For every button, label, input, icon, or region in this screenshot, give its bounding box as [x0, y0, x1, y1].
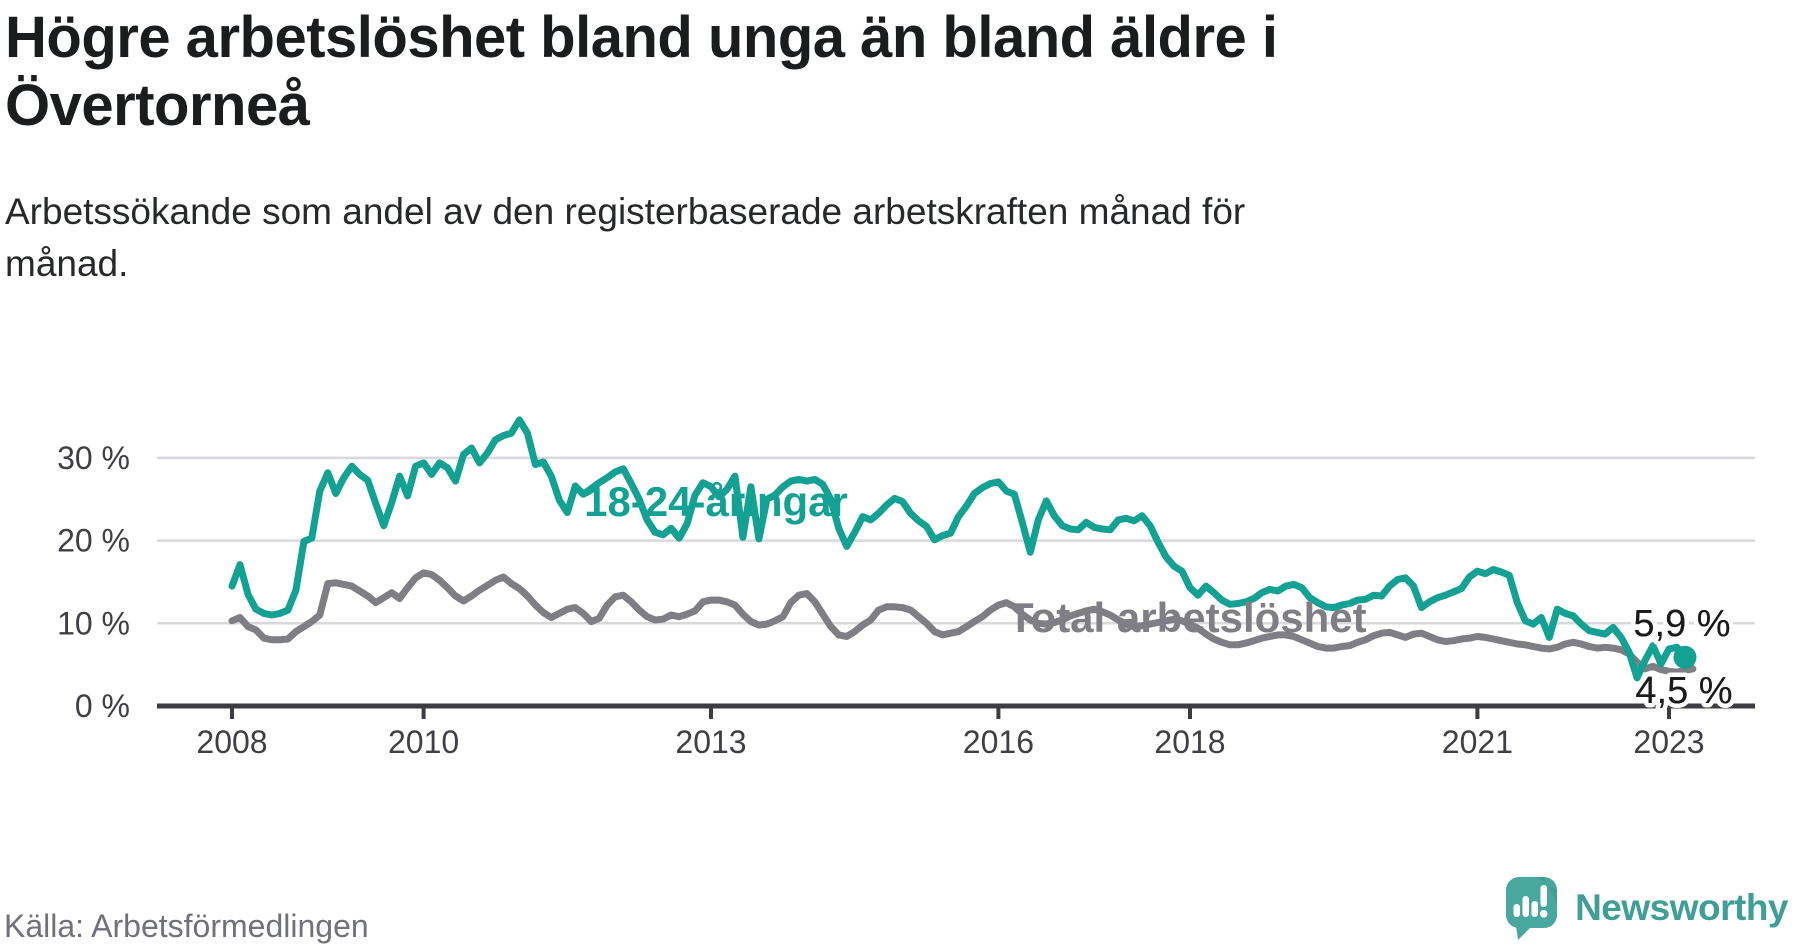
- subtitle-line-2: månad.: [5, 242, 129, 284]
- chart-subtitle: Arbetssökande som andel av den registerb…: [5, 186, 1525, 290]
- page-title: Högre arbetslöshet bland unga än bland ä…: [5, 4, 1565, 141]
- series-label-total: Total arbetslöshet: [1008, 594, 1367, 641]
- end-value-label-total: 4,5 %: [1635, 670, 1732, 712]
- series-line-youth: [228, 416, 1689, 682]
- x-axis-label-2018: 2018: [1154, 724, 1225, 760]
- x-axis-label-2010: 2010: [388, 724, 459, 760]
- end-value-label-youth: 5,9 %: [1633, 603, 1730, 645]
- subtitle-line-1: Arbetssökande som andel av den registerb…: [5, 191, 1246, 232]
- y-axis-label-0: 0 %: [75, 688, 130, 724]
- newsworthy-logo-text: Newsworthy: [1575, 887, 1788, 928]
- y-axis-label-30: 30 %: [57, 440, 130, 476]
- end-value-halo-total: 4,5 %: [1635, 670, 1732, 712]
- series-line-total: [228, 569, 1697, 676]
- source-caption: Källa: Arbetsförmedlingen: [4, 908, 369, 944]
- x-axis-label-2016: 2016: [963, 724, 1034, 760]
- series-end-dot: [1673, 645, 1697, 669]
- y-axis-label-10: 10 %: [57, 605, 130, 641]
- newsworthy-logo-icon: [1506, 877, 1558, 940]
- newsworthy-brand: Newsworthy: [1505, 876, 1788, 940]
- x-axis-label-2013: 2013: [675, 724, 746, 760]
- x-axis-label-2023: 2023: [1633, 724, 1704, 760]
- title-line-2: Övertorneå: [5, 73, 310, 139]
- title-line-1: Högre arbetslöshet bland unga än bland ä…: [5, 5, 1278, 70]
- end-value-halo-youth: 5,9 %: [1633, 603, 1730, 645]
- series-label-youth: 18-24-åringar: [584, 478, 848, 525]
- x-axis-label-2021: 2021: [1442, 724, 1513, 760]
- y-axis-label-20: 20 %: [57, 523, 130, 559]
- x-axis-label-2008: 2008: [196, 724, 267, 760]
